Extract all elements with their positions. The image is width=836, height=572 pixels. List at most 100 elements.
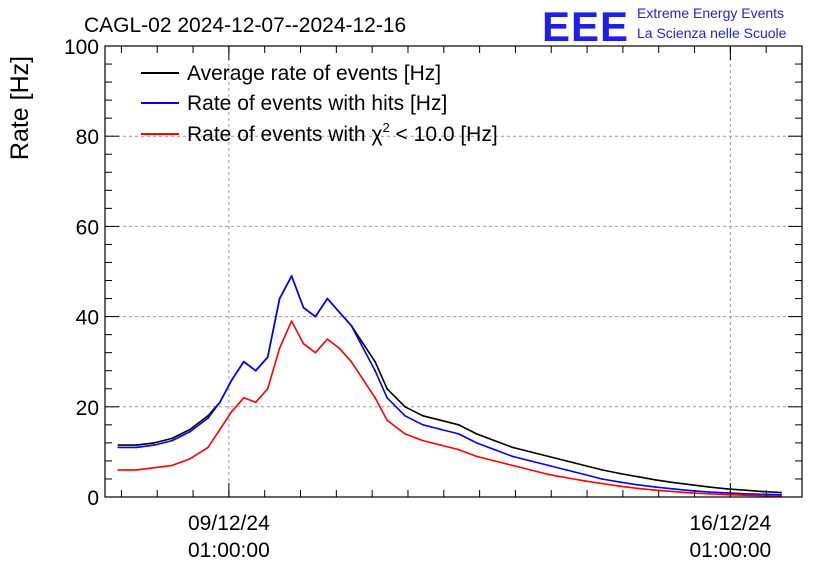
data-point: [547, 455, 550, 458]
logo-letters: EEE: [542, 3, 629, 50]
eee-logo: EEE Extreme Energy Events La Scienza nel…: [542, 3, 787, 50]
data-point: [529, 451, 532, 453]
data-point: [672, 490, 675, 493]
data-point: [744, 494, 747, 497]
data-point: [386, 396, 388, 399]
frame-layer: [104, 45, 803, 498]
x-tick-time: 01:00:00: [689, 539, 771, 562]
data-point: [708, 486, 711, 488]
data-point: [242, 360, 245, 363]
data-point: [493, 460, 496, 462]
data-point: [780, 493, 782, 496]
data-point: [266, 387, 269, 390]
data-point: [338, 347, 341, 350]
data-point: [362, 342, 365, 345]
data-point: [583, 464, 585, 467]
legend-label-hits: Rate of events with hits [Hz]: [187, 92, 447, 115]
data-point: [117, 469, 120, 471]
data-point: [439, 419, 442, 422]
data-point: [547, 464, 550, 467]
data-point: [219, 401, 221, 404]
data-point: [619, 485, 621, 488]
data-point: [374, 360, 376, 363]
data-point: [350, 324, 353, 327]
y-tick-label: 0: [87, 487, 99, 510]
data-point: [583, 479, 585, 482]
data-point: [254, 401, 257, 404]
data-point: [565, 460, 568, 462]
data-point: [690, 492, 693, 494]
data-point: [457, 448, 460, 451]
data-point: [326, 297, 329, 300]
data-point: [601, 478, 603, 480]
data-point: [439, 428, 442, 431]
data-point: [601, 482, 603, 485]
data-point: [457, 433, 460, 435]
data-point: [314, 315, 317, 318]
data-point: [780, 491, 782, 494]
y-tick-label: 80: [76, 126, 99, 149]
legend-chi2-prefix: Rate of events with: [187, 123, 371, 146]
data-point: [601, 469, 603, 471]
data-point: [290, 275, 293, 277]
data-point: [266, 356, 269, 359]
data-point: [726, 493, 729, 496]
y-tick-label: 20: [76, 397, 99, 420]
data-point: [690, 489, 693, 492]
data-point: [493, 448, 496, 451]
data-point: [117, 444, 120, 446]
y-tick-label: 60: [76, 216, 99, 239]
legend-chi2-sup: 2: [382, 120, 389, 135]
data-point: [254, 369, 257, 372]
data-point: [744, 489, 747, 492]
data-point: [278, 347, 281, 350]
data-point: [362, 347, 365, 350]
data-point: [171, 437, 174, 440]
data-point: [529, 469, 532, 471]
plot-frame: [104, 45, 803, 498]
y-tick-label: 100: [64, 36, 99, 59]
legend: Average rate of events [Hz] Rate of even…: [141, 62, 498, 146]
data-point: [374, 396, 376, 399]
data-point: [744, 492, 747, 495]
data-point: [135, 444, 138, 446]
data-point: [404, 414, 406, 417]
data-point: [583, 473, 585, 476]
data-point: [475, 455, 478, 458]
data-point: [242, 396, 245, 399]
data-point: [290, 320, 293, 322]
data-point: [762, 493, 765, 496]
data-point: [726, 488, 729, 490]
data-point: [207, 417, 209, 419]
data-point: [374, 369, 376, 372]
series-layer: [117, 275, 782, 497]
legend-label-chi2: Rate of events with χ2 < 10.0 [Hz]: [187, 120, 498, 146]
data-point: [547, 473, 550, 476]
data-point: [672, 488, 675, 490]
data-point: [475, 442, 478, 444]
data-point: [189, 457, 192, 460]
data-point: [314, 351, 317, 354]
data-point: [636, 487, 639, 490]
data-point: [422, 414, 424, 417]
x-tick-time: 01:00:00: [188, 539, 270, 562]
data-point: [302, 342, 305, 345]
data-point: [654, 489, 657, 492]
data-point: [153, 442, 156, 444]
data-point: [278, 297, 281, 300]
data-point: [672, 481, 675, 484]
data-point: [762, 490, 765, 493]
data-point: [726, 492, 729, 494]
data-point: [171, 439, 174, 442]
logo-line-2: La Scienza nelle Scuole: [637, 25, 787, 41]
data-point: [422, 439, 424, 442]
data-point: [511, 464, 514, 467]
data-point: [457, 423, 460, 426]
data-point: [511, 455, 514, 458]
data-point: [153, 444, 156, 446]
logo-line-1: Extreme Energy Events: [637, 5, 784, 21]
y-tick-label: 40: [76, 307, 99, 330]
data-point: [302, 306, 305, 309]
x-tick-date: 09/12/24: [188, 512, 270, 535]
